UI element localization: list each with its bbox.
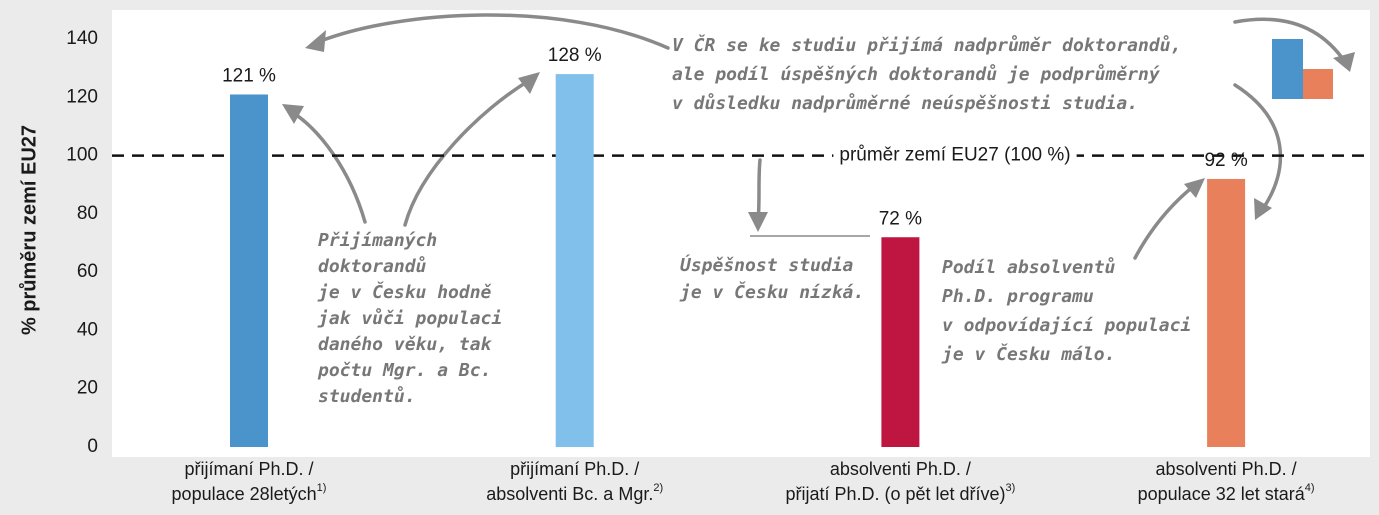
annotation: studentů. [318,385,416,407]
x-tick-label-line: populace 28letých [172,484,317,504]
value-label: 121 % [222,66,276,87]
annotation: v odpovídající populaci [942,315,1191,336]
annotation: počtu Mgr. a Bc. [317,360,491,381]
value-label: 92 % [1204,150,1247,171]
annotation: v důsledku nadprůměrné neúspěšnosti stud… [672,92,1138,114]
x-tick-label: populace 32 let stará4) [1138,482,1315,504]
x-tick-label: absolventi Ph.D. / [1156,459,1297,479]
y-axis-label: % průměru zemí EU27 [18,125,40,335]
x-tick-label-line: absolventi Ph.D. / [830,459,971,479]
plot-area [112,10,1370,457]
footnote-ref: 2) [653,482,663,494]
y-tick-label: 60 [77,261,98,282]
bar [555,74,594,448]
annotation: jak vůči populaci [317,307,502,329]
annotation: V ČR se ke studiu přijímá nadprůměr dokt… [672,34,1181,56]
annotation: je v Česku nízká. [679,281,864,303]
x-tick-label-line: absolventi Bc. a Mgr. [486,484,653,504]
y-tick-label: 100 [66,145,98,166]
x-tick-label: přijímaní Ph.D. / [510,459,639,479]
bar [1207,178,1246,447]
x-tick-label: přijímaní Ph.D. / [184,459,313,479]
reference-label-bg [833,144,1077,166]
annotation: daného věku, tak [318,334,493,355]
x-tick-label: absolventi Ph.D. / [830,459,971,479]
x-tick-label: přijatí Ph.D. (o pět let dříve)3) [785,482,1015,504]
y-tick-label: 80 [77,203,98,224]
value-label: 72 % [879,208,922,229]
x-tick-label-line: přijímaní Ph.D. / [510,459,639,479]
x-tick-label-line: přijímaní Ph.D. / [184,459,313,479]
value-label: 128 % [548,45,602,66]
annotation: doktorandů [318,255,427,277]
footnote-ref: 4) [1305,482,1315,494]
annotation: Podíl absolventů [942,256,1116,278]
footnote-ref: 1) [317,482,327,494]
x-tick-label-line: přijatí Ph.D. (o pět let dříve) [785,484,1005,504]
annotation: Úspěšnost studia [680,254,854,276]
y-tick-label: 140 [66,28,98,49]
x-tick-label-line: populace 32 let stará [1138,484,1306,504]
y-tick-label: 0 [87,436,98,457]
reference-label: průměr zemí EU27 (100 %) [839,145,1070,166]
x-tick-label-line: absolventi Ph.D. / [1156,459,1297,479]
y-tick-label: 20 [77,378,98,399]
x-tick-label: absolventi Bc. a Mgr.2) [486,482,663,504]
annotation: Přijímaných [318,230,437,251]
annotation: Ph.D. programu [942,286,1094,307]
y-tick-label: 120 [66,86,98,107]
y-tick-label: 40 [77,319,98,340]
annotation: ale podíl úspěšných doktorandů je podprů… [672,63,1161,85]
footnote-ref: 3) [1006,482,1016,494]
x-tick-label: populace 28letých1) [172,482,327,504]
bar [881,237,920,447]
arrows [282,13,1355,260]
annotation: je v Česku málo. [941,343,1115,365]
annotation: je v Česku hodně [317,281,492,303]
bar [230,94,268,447]
